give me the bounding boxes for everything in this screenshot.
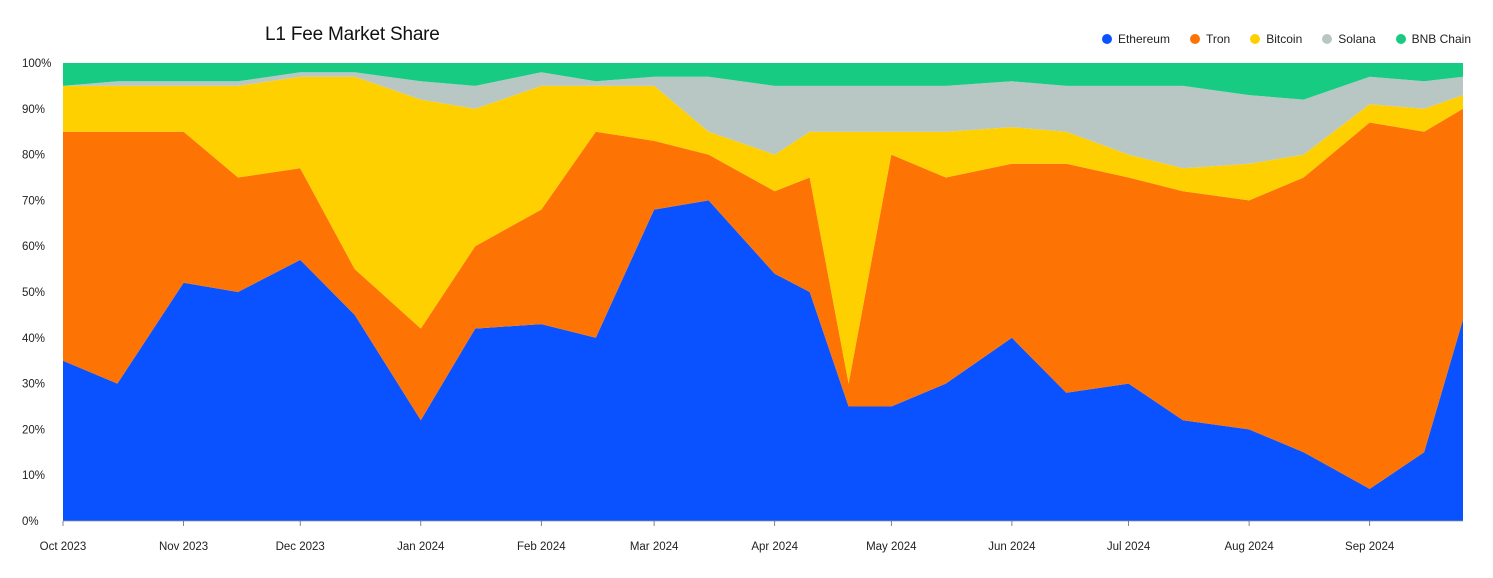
area-tron <box>63 108 1463 489</box>
x-tick-label: Feb 2024 <box>517 541 566 553</box>
x-tick-label: Dec 2023 <box>276 541 325 553</box>
y-tick-label: 40% <box>22 333 45 345</box>
legend-item: Solana <box>1322 32 1376 46</box>
chart-title: L1 Fee Market Share <box>265 24 440 45</box>
y-tick-label: 0% <box>22 516 39 528</box>
x-tick-label: Jan 2024 <box>397 541 445 553</box>
x-tick-label: Sep 2024 <box>1345 541 1395 553</box>
area-bnb-chain <box>63 63 1463 100</box>
legend-label: Tron <box>1205 32 1231 46</box>
legend-dot <box>1101 34 1112 44</box>
legend: Ethereum Tron Bitcoin Solana BNB Chain <box>1101 32 1471 46</box>
legend-label: Bitcoin <box>1266 32 1303 46</box>
legend-label: Solana <box>1338 32 1376 46</box>
legend-item: BNB Chain <box>1395 32 1471 46</box>
legend-item: Bitcoin <box>1250 32 1302 46</box>
area-ethereum <box>63 200 1463 521</box>
legend-dot <box>1395 34 1406 44</box>
y-tick-label: 20% <box>22 424 45 436</box>
x-tick-label: Jul 2024 <box>1107 541 1151 553</box>
y-axis: 0% 10% 20% 30% 40% 50% 60% 70% 80% 90% 100% <box>22 58 51 528</box>
legend-label: Ethereum <box>1117 32 1170 46</box>
area-solana <box>63 72 1463 169</box>
y-tick-label: 30% <box>22 379 45 391</box>
y-tick-label: 60% <box>22 241 45 253</box>
area-layers <box>63 63 1463 521</box>
legend-label: BNB Chain <box>1411 32 1471 46</box>
legend-dot <box>1322 34 1333 44</box>
y-tick-label: 100% <box>22 58 51 70</box>
x-tick-label: Apr 2024 <box>751 541 798 553</box>
y-tick-label: 80% <box>22 150 45 162</box>
legend-item: Ethereum <box>1101 32 1170 46</box>
area-bitcoin <box>63 76 1463 384</box>
legend-dot <box>1189 34 1200 44</box>
x-tick-label: Mar 2024 <box>630 541 679 553</box>
legend-dot <box>1250 34 1261 44</box>
x-tick-label: Jun 2024 <box>988 541 1036 553</box>
legend-item: Tron <box>1189 32 1231 46</box>
y-tick-label: 10% <box>22 470 45 482</box>
y-tick-label: 70% <box>22 195 45 207</box>
y-tick-label: 90% <box>22 104 45 116</box>
x-tick-label: Oct 2023 <box>40 541 87 553</box>
x-axis: Oct 2023 Nov 2023 Dec 2023 Jan 2024 Feb 2024… <box>40 520 1463 553</box>
x-tick-label: Aug 2024 <box>1224 541 1274 553</box>
y-tick-label: 50% <box>22 287 45 299</box>
x-tick-label: May 2024 <box>866 541 917 553</box>
x-tick-label: Nov 2023 <box>159 541 208 553</box>
